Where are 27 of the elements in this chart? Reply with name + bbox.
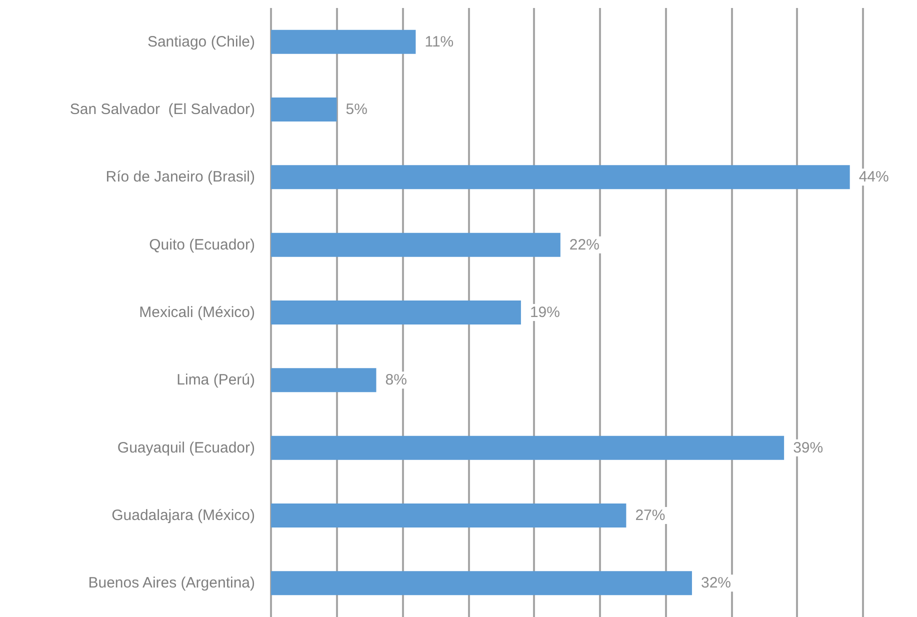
y-tick-label: Río de Janeiro (Brasil) [106,168,255,186]
data-label: 11% [424,33,454,50]
data-label: 5% [346,101,368,118]
bar [271,571,692,596]
data-label: 44% [858,168,889,186]
bar [271,436,784,460]
y-tick-label: Buenos Aires (Argentina) [88,574,255,592]
y-tick-label: Lima (Perú) [176,372,255,389]
y-tick-label: Quito (Ecuador) [149,236,255,254]
bar [271,368,376,392]
bar [271,232,560,257]
bar [271,504,626,528]
bar [271,98,337,122]
y-tick-label: Santiago (Chile) [147,33,255,50]
bar [271,300,521,324]
y-tick-label: Guadalajara (México) [112,507,255,524]
data-label: 32% [700,574,732,592]
y-tick-label: Mexicali (México) [139,304,255,321]
y-tick-label: San Salvador (El Salvador) [70,101,255,118]
y-tick-label: Guayaquil (Ecuador) [117,439,255,456]
bar [271,30,416,54]
data-label: 22% [569,236,600,254]
data-label: 8% [385,372,407,389]
data-label: 19% [530,304,560,321]
bar [271,165,850,190]
data-label: 27% [635,507,666,524]
data-label: 39% [793,439,824,456]
